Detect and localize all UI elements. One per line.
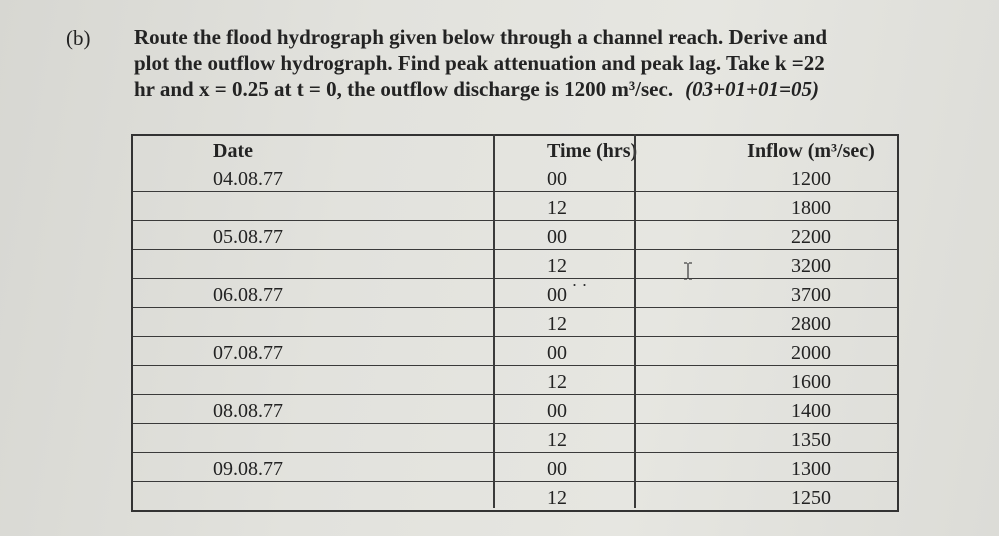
question-number: (b): [66, 26, 91, 50]
table-row: 06.08.77 00 3700: [133, 278, 897, 308]
cell-time: 00: [547, 399, 567, 422]
cell-time: 12: [547, 196, 567, 219]
cell-inflow: 2200: [791, 225, 831, 248]
header-inflow: Inflow (m³/sec): [747, 140, 875, 162]
cell-date: 06.08.77: [213, 283, 283, 306]
cell-date: [133, 191, 539, 220]
cell-date: [133, 423, 539, 452]
cell-time: 12: [547, 254, 567, 277]
cell-inflow: 1350: [791, 428, 831, 451]
cell-date: 09.08.77: [213, 457, 283, 480]
cell-date: 07.08.77: [213, 341, 283, 364]
header-time: Time (hrs): [547, 140, 638, 162]
cell-inflow: 2000: [791, 341, 831, 364]
hydrograph-table: Date Time (hrs) Inflow (m³/sec) 04.08.77…: [131, 134, 899, 512]
cell-inflow: 1400: [791, 399, 831, 422]
cell-date: 08.08.77: [213, 399, 283, 422]
table-row: 12 3200: [133, 249, 897, 279]
cell-time: 12: [547, 428, 567, 451]
table-row: 12 1350: [133, 423, 897, 453]
cell-date: 04.08.77: [213, 167, 283, 190]
cell-inflow: 1200: [791, 167, 831, 190]
table-row: 09.08.77 00 1300: [133, 452, 897, 482]
question-line-2: plot the outflow hydrograph. Find peak a…: [134, 51, 825, 75]
table-row: 12 2800: [133, 307, 897, 337]
cell-time: 00: [547, 341, 567, 364]
column-divider-1: [493, 134, 495, 508]
cell-inflow: 1600: [791, 370, 831, 393]
table-header-row: Date Time (hrs) Inflow (m³/sec): [133, 136, 897, 163]
question-line-3: hr and x = 0.25 at t = 0, the outflow di…: [134, 76, 934, 102]
cell-time: 00: [547, 457, 567, 480]
cell-inflow: 1300: [791, 457, 831, 480]
table-row: 07.08.77 00 2000: [133, 336, 897, 366]
question-marks: (03+01+01=05): [685, 77, 819, 101]
table-row: 08.08.77 00 1400: [133, 394, 897, 424]
question-line-1: Route the flood hydrograph given below t…: [134, 25, 828, 49]
cell-inflow: 1250: [791, 487, 831, 509]
table-row: 12 1250: [133, 481, 897, 510]
cell-time: 12: [547, 487, 567, 509]
table-row: 12 1800: [133, 191, 897, 221]
question-text: Route the flood hydrograph given below t…: [134, 24, 934, 102]
cell-date: [133, 249, 539, 278]
table-row: 05.08.77 00 2200: [133, 220, 897, 250]
cell-date: [133, 307, 539, 336]
column-divider-2: [634, 134, 636, 508]
cell-inflow: 2800: [791, 312, 831, 335]
header-date: Date: [213, 140, 253, 162]
cell-date: [133, 365, 539, 394]
cell-inflow: 3700: [791, 283, 831, 306]
cell-inflow: 1800: [791, 196, 831, 219]
cell-time: 12: [547, 312, 567, 335]
cell-time: 00: [547, 167, 567, 190]
question-line-3-text: hr and x = 0.25 at t = 0, the outflow di…: [134, 77, 674, 101]
cell-inflow: 3200: [791, 254, 831, 277]
cell-time: 00: [547, 225, 567, 248]
cell-date: [133, 481, 539, 510]
cell-time: 12: [547, 370, 567, 393]
text-cursor-icon: [684, 262, 692, 280]
cell-date: 05.08.77: [213, 225, 283, 248]
cell-time: 00: [547, 283, 567, 306]
stray-dots: . .: [572, 270, 588, 290]
table-row: 04.08.77 00 1200: [133, 163, 897, 192]
table-row: 12 1600: [133, 365, 897, 395]
